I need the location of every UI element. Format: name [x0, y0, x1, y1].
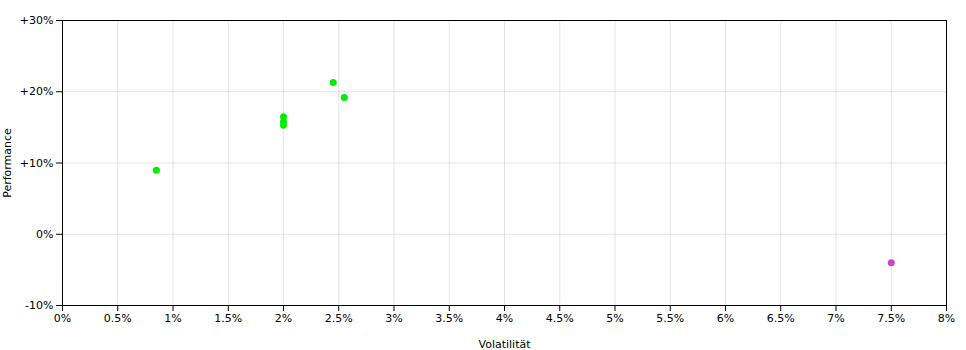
svg-text:6.5%: 6.5% [767, 312, 795, 325]
svg-text:0.5%: 0.5% [104, 312, 132, 325]
svg-text:+10%: +10% [20, 157, 54, 170]
svg-text:+30%: +30% [20, 14, 54, 27]
svg-text:6%: 6% [717, 312, 734, 325]
svg-text:5%: 5% [606, 312, 623, 325]
svg-text:7.5%: 7.5% [877, 312, 905, 325]
svg-text:2%: 2% [275, 312, 292, 325]
svg-text:Performance: Performance [1, 128, 14, 198]
svg-text:Volatilität: Volatilität [478, 338, 531, 350]
svg-text:1.5%: 1.5% [214, 312, 242, 325]
svg-text:7%: 7% [827, 312, 844, 325]
svg-text:-10%: -10% [25, 299, 53, 312]
svg-text:1%: 1% [164, 312, 181, 325]
svg-text:2.5%: 2.5% [325, 312, 353, 325]
svg-text:8%: 8% [938, 312, 955, 325]
svg-text:+20%: +20% [20, 85, 54, 98]
svg-text:0%: 0% [54, 312, 71, 325]
svg-text:3.5%: 3.5% [435, 312, 463, 325]
svg-text:5.5%: 5.5% [656, 312, 684, 325]
svg-text:0%: 0% [36, 228, 53, 241]
svg-text:3%: 3% [385, 312, 402, 325]
svg-text:4.5%: 4.5% [546, 312, 574, 325]
svg-text:4%: 4% [496, 312, 513, 325]
